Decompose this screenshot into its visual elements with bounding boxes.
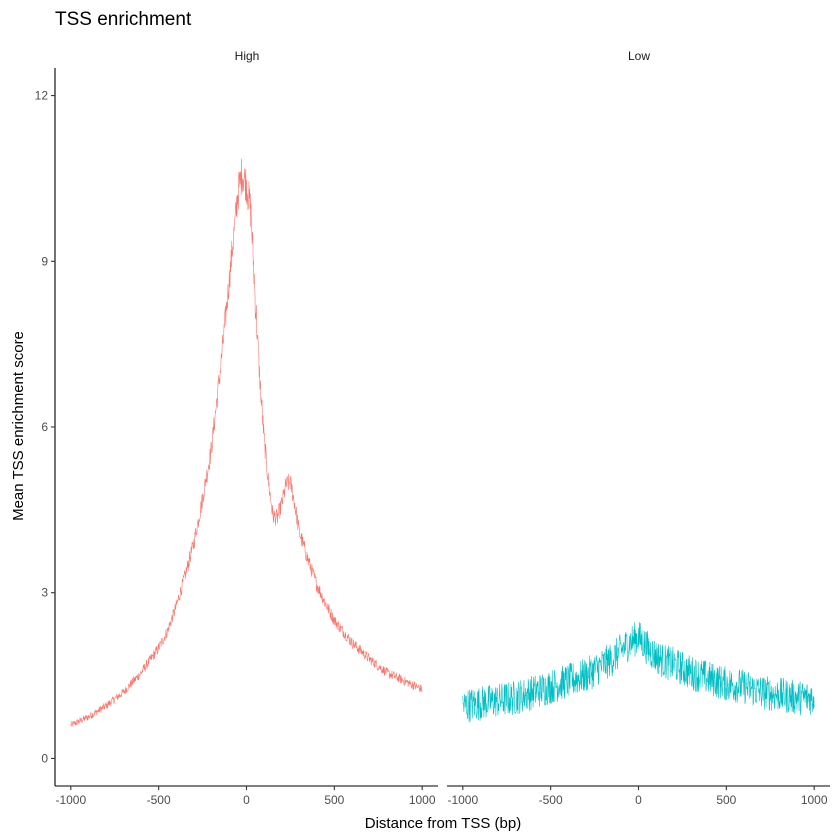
x-tick-label: 0 [635,793,642,807]
facet-label-low: Low [628,49,650,63]
x-tick-label: -500 [147,793,171,807]
x-axis-title: Distance from TSS (bp) [365,815,521,832]
x-tick-label: -1000 [55,793,86,807]
x-tick-label: 500 [716,793,736,807]
y-axis: 0 3 6 9 12 [35,68,56,786]
series-lines [70,158,815,727]
y-tick-label: 9 [41,254,48,268]
x-tick-label: 500 [324,793,344,807]
series-line-low [462,622,815,723]
y-tick-label: 0 [41,751,48,765]
x-tick-label: 1000 [801,793,828,807]
x-tick-label: 1000 [409,793,436,807]
x-axis-high: -1000 -500 0 500 1000 [55,785,438,807]
series-line-high [70,158,423,727]
chart-title: TSS enrichment [55,9,192,30]
x-tick-label: -500 [539,793,563,807]
x-tick-label: -1000 [447,793,478,807]
facet-label-high: High [235,49,260,63]
x-axis-low: -1000 -500 0 500 1000 [447,785,830,807]
y-tick-label: 6 [41,420,48,434]
y-tick-label: 3 [41,586,48,600]
y-tick-label: 12 [35,89,49,103]
y-axis-title: Mean TSS enrichment score [10,331,27,521]
x-tick-label: 0 [243,793,250,807]
